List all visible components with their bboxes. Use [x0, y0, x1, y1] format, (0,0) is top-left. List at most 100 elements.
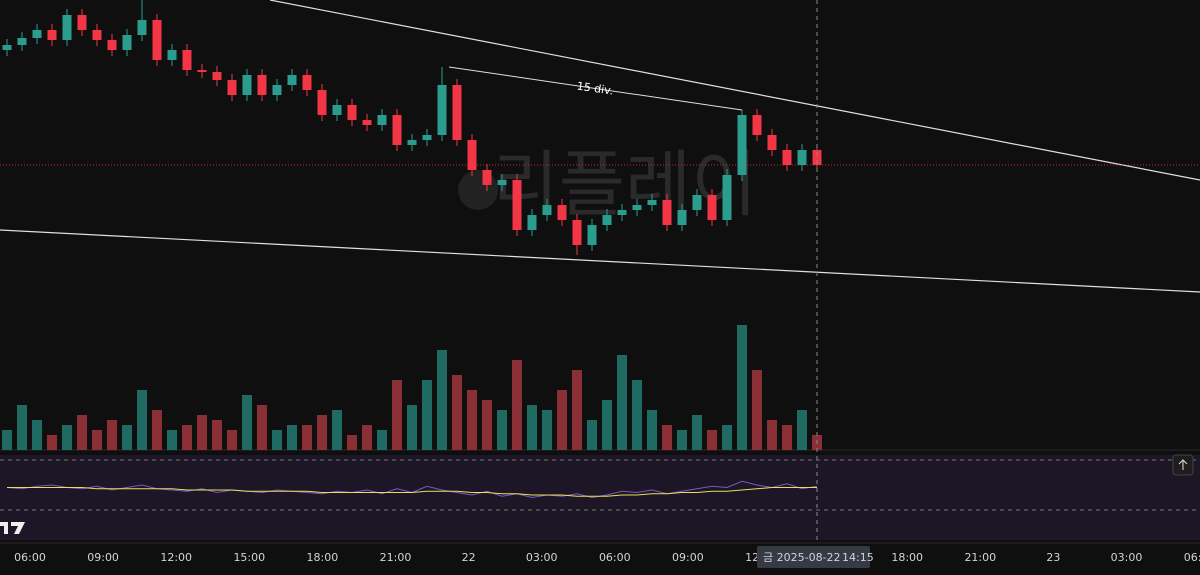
- crosshair-date: 금 2025-08-22: [763, 551, 841, 564]
- volume-bar: [197, 415, 207, 450]
- arrow-icon: [1178, 459, 1188, 470]
- candle-body: [257, 75, 267, 95]
- candle-body: [467, 140, 477, 170]
- volume-bar: [722, 425, 732, 450]
- volume-bar: [422, 380, 432, 450]
- candle-body: [347, 105, 357, 120]
- crosshair-time: 14:15: [842, 551, 874, 564]
- volume-bar: [122, 425, 132, 450]
- candle-body: [287, 75, 297, 85]
- candle-body: [362, 120, 372, 125]
- volume-bar: [332, 410, 342, 450]
- volume-bar: [287, 425, 297, 450]
- volume-bar: [737, 325, 747, 450]
- trend-line: [0, 229, 1200, 293]
- candle-body: [107, 40, 117, 50]
- candle-body: [617, 210, 627, 215]
- crosshair-label-box: [757, 546, 870, 568]
- volume-bar: [602, 400, 612, 450]
- candle-body: [632, 205, 642, 210]
- candle-body: [62, 15, 72, 40]
- candle-body: [692, 195, 702, 210]
- candle-body: [557, 205, 567, 220]
- volume-bar: [2, 430, 12, 450]
- x-tick-label: 09:00: [672, 551, 704, 564]
- annotation: 15 div.: [576, 79, 614, 97]
- volume-bar: [512, 360, 522, 450]
- candle-body: [302, 75, 312, 90]
- volume-bar: [32, 420, 42, 450]
- volume-bar: [137, 390, 147, 450]
- x-tick-label: 06:00: [1184, 551, 1200, 564]
- candle-body: [317, 90, 327, 115]
- watermark-logo: [458, 170, 498, 210]
- rsi-ma-line: [7, 487, 817, 497]
- trend-line: [269, 0, 1200, 181]
- x-tick-label: 15:00: [233, 551, 265, 564]
- volume-bar: [677, 430, 687, 450]
- candle-body: [32, 30, 42, 38]
- volume-bar: [647, 410, 657, 450]
- candle-body: [272, 85, 282, 95]
- candle-body: [422, 135, 432, 140]
- x-tick-label: 06:00: [14, 551, 46, 564]
- volume-bar: [497, 410, 507, 450]
- x-tick-label: 21:00: [380, 551, 412, 564]
- candle-body: [752, 115, 762, 135]
- candle-body: [452, 85, 462, 140]
- candle-body: [47, 30, 57, 40]
- volume-bar: [107, 420, 117, 450]
- candle-body: [2, 45, 12, 50]
- x-tick-label: 06:00: [599, 551, 631, 564]
- candle-body: [167, 50, 177, 60]
- volume-bar: [632, 380, 642, 450]
- candle-body: [17, 38, 27, 45]
- volume-bar: [317, 415, 327, 450]
- volume-bar: [767, 420, 777, 450]
- volume-bar: [302, 425, 312, 450]
- candle-body: [227, 80, 237, 95]
- volume-bar: [92, 430, 102, 450]
- volume-bar: [617, 355, 627, 450]
- volume-bar: [47, 435, 57, 450]
- volume-bar: [752, 370, 762, 450]
- rsi-panel: [0, 455, 1200, 540]
- candle-body: [437, 85, 447, 135]
- candle-body: [482, 170, 492, 185]
- candle-body: [707, 195, 717, 220]
- candle-body: [542, 205, 552, 215]
- candle-body: [767, 135, 777, 150]
- volume-bar: [452, 375, 462, 450]
- candle-body: [122, 35, 132, 50]
- volume-bar: [347, 435, 357, 450]
- volume-bar: [212, 420, 222, 450]
- volume-bar: [782, 425, 792, 450]
- volume-bar: [17, 405, 27, 450]
- candle-body: [602, 215, 612, 225]
- volume-bar: [587, 420, 597, 450]
- candle-body: [332, 105, 342, 115]
- x-tick-label: 09:00: [87, 551, 119, 564]
- volume-bar: [482, 400, 492, 450]
- candle-body: [92, 30, 102, 40]
- candle-body: [797, 150, 807, 165]
- volume-bar: [272, 430, 282, 450]
- candle-body: [812, 150, 822, 165]
- x-tick-label: 23: [1046, 551, 1060, 564]
- volume-bar: [692, 415, 702, 450]
- x-tick-label: 18:00: [891, 551, 923, 564]
- candle-body: [152, 20, 162, 60]
- candle-body: [197, 70, 207, 72]
- candle-body: [722, 175, 732, 220]
- candle-body: [137, 20, 147, 35]
- volume-bar: [227, 430, 237, 450]
- candle-body: [182, 50, 192, 70]
- volume-bar: [572, 370, 582, 450]
- x-tick-label: 03:00: [526, 551, 558, 564]
- volume-bar: [377, 430, 387, 450]
- volume-bar: [707, 430, 717, 450]
- candle-body: [737, 115, 747, 175]
- volume-bar: [437, 350, 447, 450]
- x-tick-label: 03:00: [1111, 551, 1143, 564]
